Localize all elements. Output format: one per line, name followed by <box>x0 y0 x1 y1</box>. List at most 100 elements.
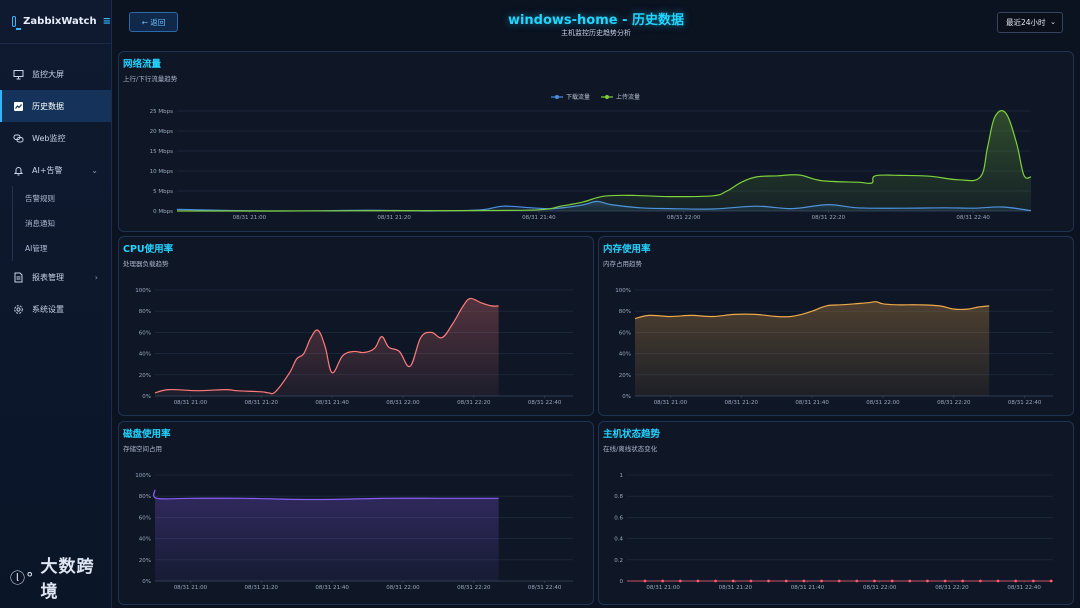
panel-title: 网络流量 <box>123 59 162 70</box>
sidebar-subitem-alert-rules[interactable]: 告警规则 <box>13 186 111 211</box>
status-point <box>890 579 894 583</box>
page-subtitle: 主机监控历史趋势分析 <box>561 29 631 37</box>
status-point <box>661 579 665 583</box>
y-tick-label: 20% <box>619 373 631 379</box>
menu-collapse-icon[interactable]: ≡ <box>102 16 111 27</box>
x-tick-label: 08/31 21:40 <box>315 400 349 406</box>
watermark-logo-icon: ⓛ° <box>10 568 35 587</box>
panel-title: CPU使用率 <box>123 244 174 255</box>
y-tick-label: 0% <box>142 394 151 400</box>
status-point <box>1014 579 1018 583</box>
sidebar-item-label: 系统设置 <box>32 304 64 314</box>
x-tick-label: 08/31 21:00 <box>646 585 680 591</box>
sidebar-item-label: 报表管理 <box>32 272 64 282</box>
status-point <box>802 579 806 583</box>
x-tick-label: 08/31 21:00 <box>174 400 208 406</box>
legend-label: 下载流量 <box>566 93 590 101</box>
x-tick-label: 08/31 21:40 <box>791 585 825 591</box>
status-point <box>873 579 876 583</box>
y-tick-label: 100% <box>135 288 151 294</box>
y-tick-label: 0% <box>622 394 631 400</box>
status-point <box>714 579 718 583</box>
sidebar: ZabbixWatch ≡ 监控大屏 历史数据 Web监控 AI+告警 <box>0 0 112 608</box>
report-icon <box>13 272 24 283</box>
panel-title: 磁盘使用率 <box>123 429 171 440</box>
x-tick-label: 08/31 22:20 <box>937 400 971 406</box>
cpu-usage-chart: 0% 20% 40% 60% 80% 100% 08/31 21:00 08/31 21:20… <box>135 288 573 406</box>
bell-icon <box>13 165 24 176</box>
time-range-value: 最近24小时 <box>1006 18 1046 27</box>
disk-usage-panel: 磁盘使用率 存储空间占用 0% 20% 40% 60% 80% 100% 08/31 21:… <box>118 421 594 605</box>
gear-icon <box>13 304 24 315</box>
series-area <box>177 110 1031 211</box>
panel-subtitle: 在线/离线状态变化 <box>603 445 658 453</box>
y-tick-label: 20% <box>139 373 151 379</box>
panel-subtitle: 内存占用趋势 <box>603 260 642 268</box>
sidebar-subitem-ai-manage[interactable]: AI管理 <box>13 236 111 261</box>
chart-icon <box>13 101 24 112</box>
cpu-usage-panel: CPU使用率 处理器负载趋势 0% 20% 40% 60% 80% 100% 08/31 2… <box>118 236 594 416</box>
monitor-icon <box>13 69 24 80</box>
y-tick-label: 60% <box>139 515 151 521</box>
disk-usage-chart: 0% 20% 40% 60% 80% 100% 08/31 21:00 08/31 21:20… <box>135 473 573 591</box>
y-tick-label: 60% <box>619 330 631 336</box>
x-tick-label: 08/31 21:20 <box>725 400 759 406</box>
legend-label: 上传流量 <box>616 93 640 101</box>
panel-subtitle: 上行/下行流量趋势 <box>123 75 178 83</box>
sidebar-item-reports[interactable]: 报表管理 › <box>0 261 111 293</box>
status-point <box>943 579 947 583</box>
y-tick-label: 20% <box>139 558 151 564</box>
y-tick-label: 15 Mbps <box>150 149 173 155</box>
memory-usage-panel: 内存使用率 内存占用趋势 0% 20% 40% 60% 80% 100% 08/31 21:… <box>598 236 1074 416</box>
page-header: ← 返回 windows-home - 历史数据 主机监控历史趋势分析 最近24… <box>112 0 1080 44</box>
status-point <box>731 579 735 583</box>
alert-submenu: 告警规则 消息通知 AI管理 <box>12 186 111 261</box>
sidebar-item-label: AI+告警 <box>32 165 63 175</box>
sidebar-item-label: 监控大屏 <box>32 69 64 79</box>
x-tick-label: 08/31 22:00 <box>866 400 900 406</box>
sidebar-item-dashboard[interactable]: 监控大屏 <box>0 58 111 90</box>
y-tick-label: 100% <box>615 288 631 294</box>
y-tick-label: 100% <box>135 473 151 479</box>
sidebar-item-settings[interactable]: 系统设置 <box>0 293 111 325</box>
sidebar-subitem-label: AI管理 <box>25 244 48 253</box>
sidebar-subitem-label: 消息通知 <box>25 219 55 228</box>
chevron-down-icon: ⌄ <box>91 165 98 175</box>
y-tick-label: 0 <box>620 579 624 585</box>
x-tick-label: 08/31 21:40 <box>315 585 349 591</box>
status-point <box>749 579 753 583</box>
sidebar-item-web-monitor[interactable]: Web监控 <box>0 122 111 154</box>
panel-title: 主机状态趋势 <box>603 429 661 440</box>
status-point <box>996 579 1000 583</box>
status-point <box>784 579 788 583</box>
time-range-select[interactable]: 最近24小时 ⌄ <box>997 12 1063 33</box>
sidebar-item-history[interactable]: 历史数据 <box>0 90 111 122</box>
y-tick-label: 0 Mbps <box>153 209 173 215</box>
status-point <box>696 579 700 583</box>
nav-menu: 监控大屏 历史数据 Web监控 AI+告警 ⌄ 告警规则 消 <box>0 44 111 325</box>
status-point <box>820 579 823 583</box>
status-point <box>908 579 912 583</box>
y-tick-label: 10 Mbps <box>150 169 173 175</box>
status-point <box>1031 579 1035 583</box>
network-traffic-chart: 0 Mbps 5 Mbps 10 Mbps 15 Mbps 20 Mbps 25 Mbps… <box>150 93 1032 221</box>
x-tick-label: 08/31 22:40 <box>528 585 562 591</box>
status-point <box>767 579 770 583</box>
legend-item[interactable]: 上传流量 <box>601 93 640 101</box>
legend-dot <box>605 95 609 99</box>
legend-item[interactable]: 下载流量 <box>551 93 590 101</box>
status-point <box>855 579 859 583</box>
y-tick-label: 5 Mbps <box>153 189 173 195</box>
host-status-panel: 主机状态趋势 在线/离线状态变化 0 0.2 0.4 0.6 0.8 1 08/31 21:… <box>598 421 1074 605</box>
x-tick-label: 08/31 22:00 <box>386 585 420 591</box>
x-tick-label: 08/31 21:00 <box>654 400 688 406</box>
back-button[interactable]: ← 返回 <box>129 12 178 32</box>
x-tick-label: 08/31 21:20 <box>377 215 411 221</box>
y-tick-label: 20 Mbps <box>150 129 173 135</box>
x-tick-label: 08/31 22:00 <box>863 585 897 591</box>
series-area <box>153 489 499 581</box>
sidebar-item-ai-alert[interactable]: AI+告警 ⌄ <box>0 154 111 186</box>
y-tick-label: 60% <box>139 330 151 336</box>
sidebar-subitem-notifications[interactable]: 消息通知 <box>13 211 111 236</box>
y-tick-label: 40% <box>139 537 151 543</box>
